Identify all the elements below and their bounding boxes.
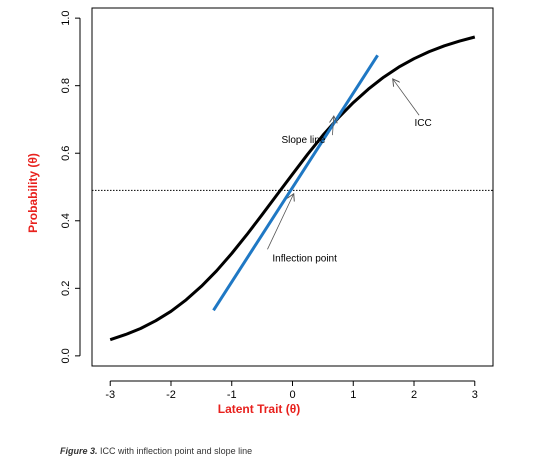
caption-figure-number: Figure 3. xyxy=(60,446,98,456)
caption-text: ICC with inflection point and slope line xyxy=(97,446,253,456)
x-tick-label: 3 xyxy=(472,389,478,401)
x-tick-label: -3 xyxy=(105,389,115,401)
y-tick-label: 0.2 xyxy=(60,281,72,296)
y-tick-label: 0.4 xyxy=(60,213,72,228)
figure-caption: Figure 3. ICC with inflection point and … xyxy=(60,446,252,456)
icc-chart: -3 -2 -1 0 1 2 3 0.0 0.2 0.4 0.6 0.8 1.0 Slope line… xyxy=(26,7,494,416)
x-tick-label: -1 xyxy=(227,389,237,401)
x-tick-label: 1 xyxy=(350,389,356,401)
x-tick-label: -2 xyxy=(166,389,176,401)
annotation-arrow xyxy=(267,194,293,250)
y-tick-label: 1.0 xyxy=(60,10,72,25)
x-tick-label: 0 xyxy=(289,389,295,401)
y-tick-label: 0.8 xyxy=(60,78,72,93)
icc-annotation: ICC xyxy=(415,118,432,129)
plot-frame xyxy=(91,7,494,367)
y-tick-label: 0.0 xyxy=(60,348,72,363)
annotation-arrow xyxy=(332,116,333,136)
slope-line-annotation: Slope line xyxy=(281,135,325,146)
inflection-point-annotation: Inflection point xyxy=(272,253,337,264)
y-tick-label: 0.6 xyxy=(60,146,72,161)
annotation-arrow xyxy=(393,79,420,116)
y-axis-title: Probability (θ) xyxy=(26,153,40,233)
x-tick-label: 2 xyxy=(411,389,417,401)
slope-line xyxy=(212,54,379,312)
icc-curve xyxy=(109,35,476,342)
x-axis-title: Latent Trait (θ) xyxy=(218,402,301,416)
